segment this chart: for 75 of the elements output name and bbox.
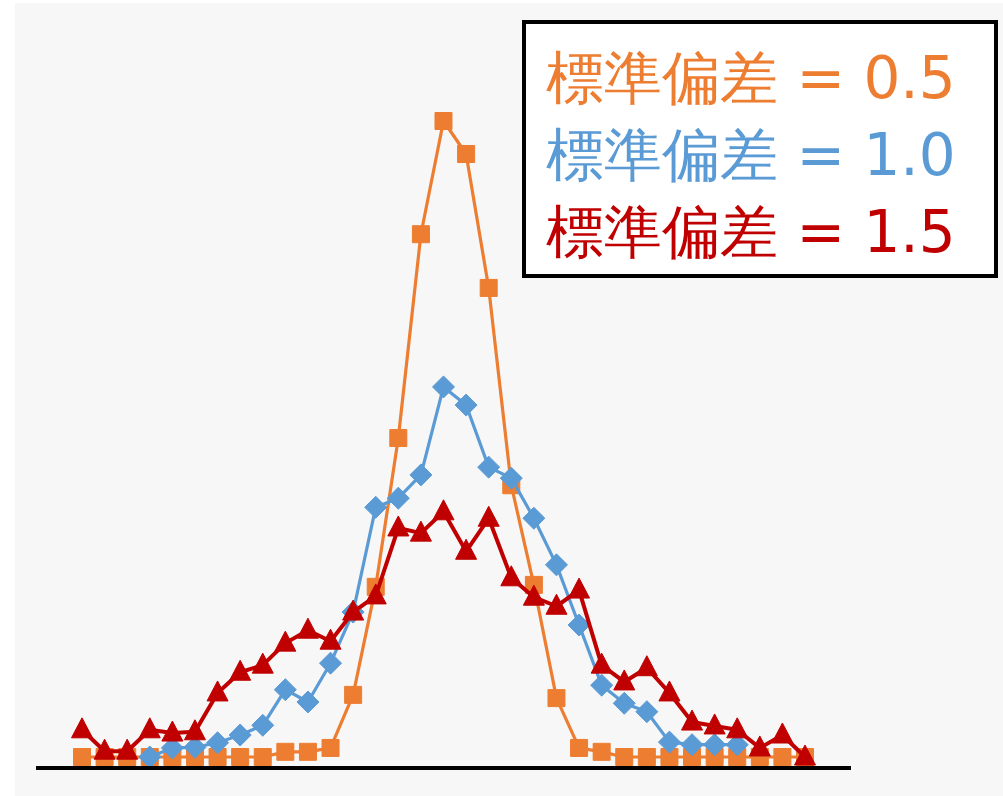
point (590, 673, 614, 697)
point (434, 112, 453, 130)
text: 標準偏差 = 1.0 (546, 121, 956, 189)
point (545, 593, 568, 615)
point (229, 659, 252, 681)
point (251, 713, 275, 737)
point (228, 723, 252, 747)
point (389, 429, 408, 448)
point (500, 565, 523, 587)
point (477, 505, 500, 527)
point (432, 375, 455, 399)
point (454, 393, 478, 417)
point (93, 738, 116, 760)
point (477, 455, 501, 479)
point (570, 738, 589, 757)
point (703, 713, 726, 735)
point (274, 630, 297, 652)
point (138, 717, 161, 739)
point (615, 748, 634, 766)
point (637, 748, 656, 766)
series-label: 標準偏差 = 0.5 (546, 44, 956, 112)
point (455, 538, 478, 560)
point (253, 748, 272, 766)
point (411, 225, 430, 244)
point (592, 742, 611, 761)
point (657, 730, 681, 754)
text: 標準偏差 = 1.5 (546, 198, 956, 266)
point (364, 495, 388, 519)
point (409, 463, 433, 487)
point (522, 584, 545, 606)
point (681, 709, 704, 731)
point (71, 717, 93, 739)
point (296, 617, 319, 639)
point (296, 690, 320, 714)
point (680, 733, 704, 757)
point (590, 652, 613, 674)
point (457, 145, 476, 163)
point (726, 717, 749, 739)
point (544, 553, 568, 577)
point (703, 733, 727, 757)
point (273, 678, 297, 702)
point (364, 583, 387, 605)
point (612, 691, 636, 715)
point (116, 738, 139, 760)
point (635, 700, 659, 724)
point (547, 689, 566, 708)
point (522, 506, 546, 530)
point (319, 651, 343, 675)
point (773, 748, 792, 766)
point (206, 731, 230, 755)
point (319, 628, 342, 650)
point (251, 652, 274, 674)
point (479, 278, 498, 297)
point (432, 499, 455, 521)
point (568, 577, 591, 599)
point (613, 669, 636, 691)
point (183, 719, 206, 741)
point (321, 738, 340, 757)
point (344, 685, 363, 704)
point (161, 720, 184, 742)
point (409, 520, 432, 542)
point (658, 680, 681, 702)
point (635, 655, 658, 677)
point (206, 680, 229, 702)
point (567, 613, 591, 637)
point (387, 515, 410, 537)
point (298, 742, 317, 761)
point (276, 742, 295, 761)
point (231, 748, 250, 766)
point (73, 748, 91, 766)
point (771, 722, 794, 744)
point (499, 466, 523, 490)
point (660, 748, 679, 766)
point (748, 735, 771, 757)
point (386, 486, 410, 510)
